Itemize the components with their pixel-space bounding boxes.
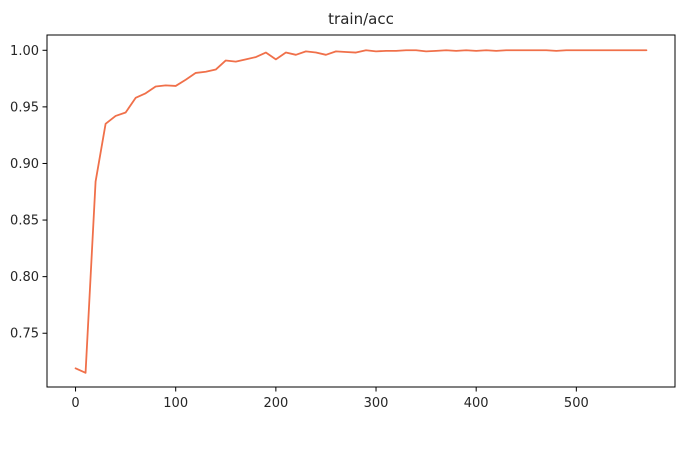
y-tick-label: 0.75 (10, 327, 39, 342)
plot-frame (46, 34, 676, 388)
x-tick-label: 200 (263, 396, 288, 411)
y-tick-label: 0.80 (10, 270, 39, 285)
series-group (74, 49, 648, 374)
x-tick-label: 300 (364, 396, 389, 411)
y-tick-label: 1.00 (10, 44, 39, 59)
x-tick-label: 100 (163, 396, 188, 411)
axis-ticks: 0 100 200 300 400 500 0.75 0.80 0.85 0.90 0.95 1.00 (10, 44, 589, 411)
x-tick-label: 400 (464, 396, 489, 411)
x-tick-label: 0 (71, 396, 79, 411)
y-tick-label: 0.85 (10, 214, 39, 229)
series-line (74, 49, 648, 374)
y-tick-label: 0.90 (10, 157, 39, 172)
y-tick-label: 0.95 (10, 100, 39, 115)
x-tick-label: 500 (564, 396, 589, 411)
chart-title: train/acc (328, 10, 394, 28)
